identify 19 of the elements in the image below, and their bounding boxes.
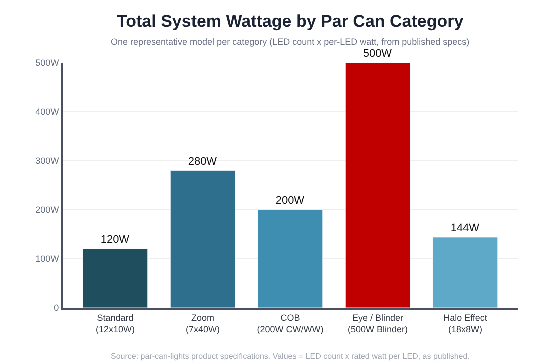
data-label: 120W (100, 234, 130, 246)
y-tick-label: 300W (36, 156, 60, 166)
x-tick-label: COB (200W CW/WW) (257, 312, 324, 334)
chart-title: Total System Wattage by Par Can Category (117, 12, 464, 31)
data-label: 200W (276, 195, 306, 207)
y-tick-label: 0 (54, 303, 60, 314)
y-tick-label: 200W (36, 205, 60, 216)
x-tick-label: Standard (12x10W) (96, 312, 136, 334)
chart-subtitle: One representative model per category (LED count x per-LED watt, from published specs) (111, 37, 470, 47)
y-tick-label: 100W (36, 254, 60, 264)
data-label: 144W (450, 222, 480, 234)
x-tick-label: Eye / Blinder (500W Blinder) (348, 312, 408, 334)
x-tick-label: Zoom (7x40W) (186, 312, 220, 334)
y-tick-label: 500W (36, 58, 60, 68)
x-tick-label: Halo Effect (18x8W) (444, 312, 488, 334)
source-note: Source: par-can-lights product specifications. Values = LED count x rated watt per LED, as published. (111, 352, 470, 361)
y-tick-label: 400W (36, 107, 60, 118)
data-label: 500W (363, 48, 393, 60)
data-label: 280W (188, 156, 218, 168)
